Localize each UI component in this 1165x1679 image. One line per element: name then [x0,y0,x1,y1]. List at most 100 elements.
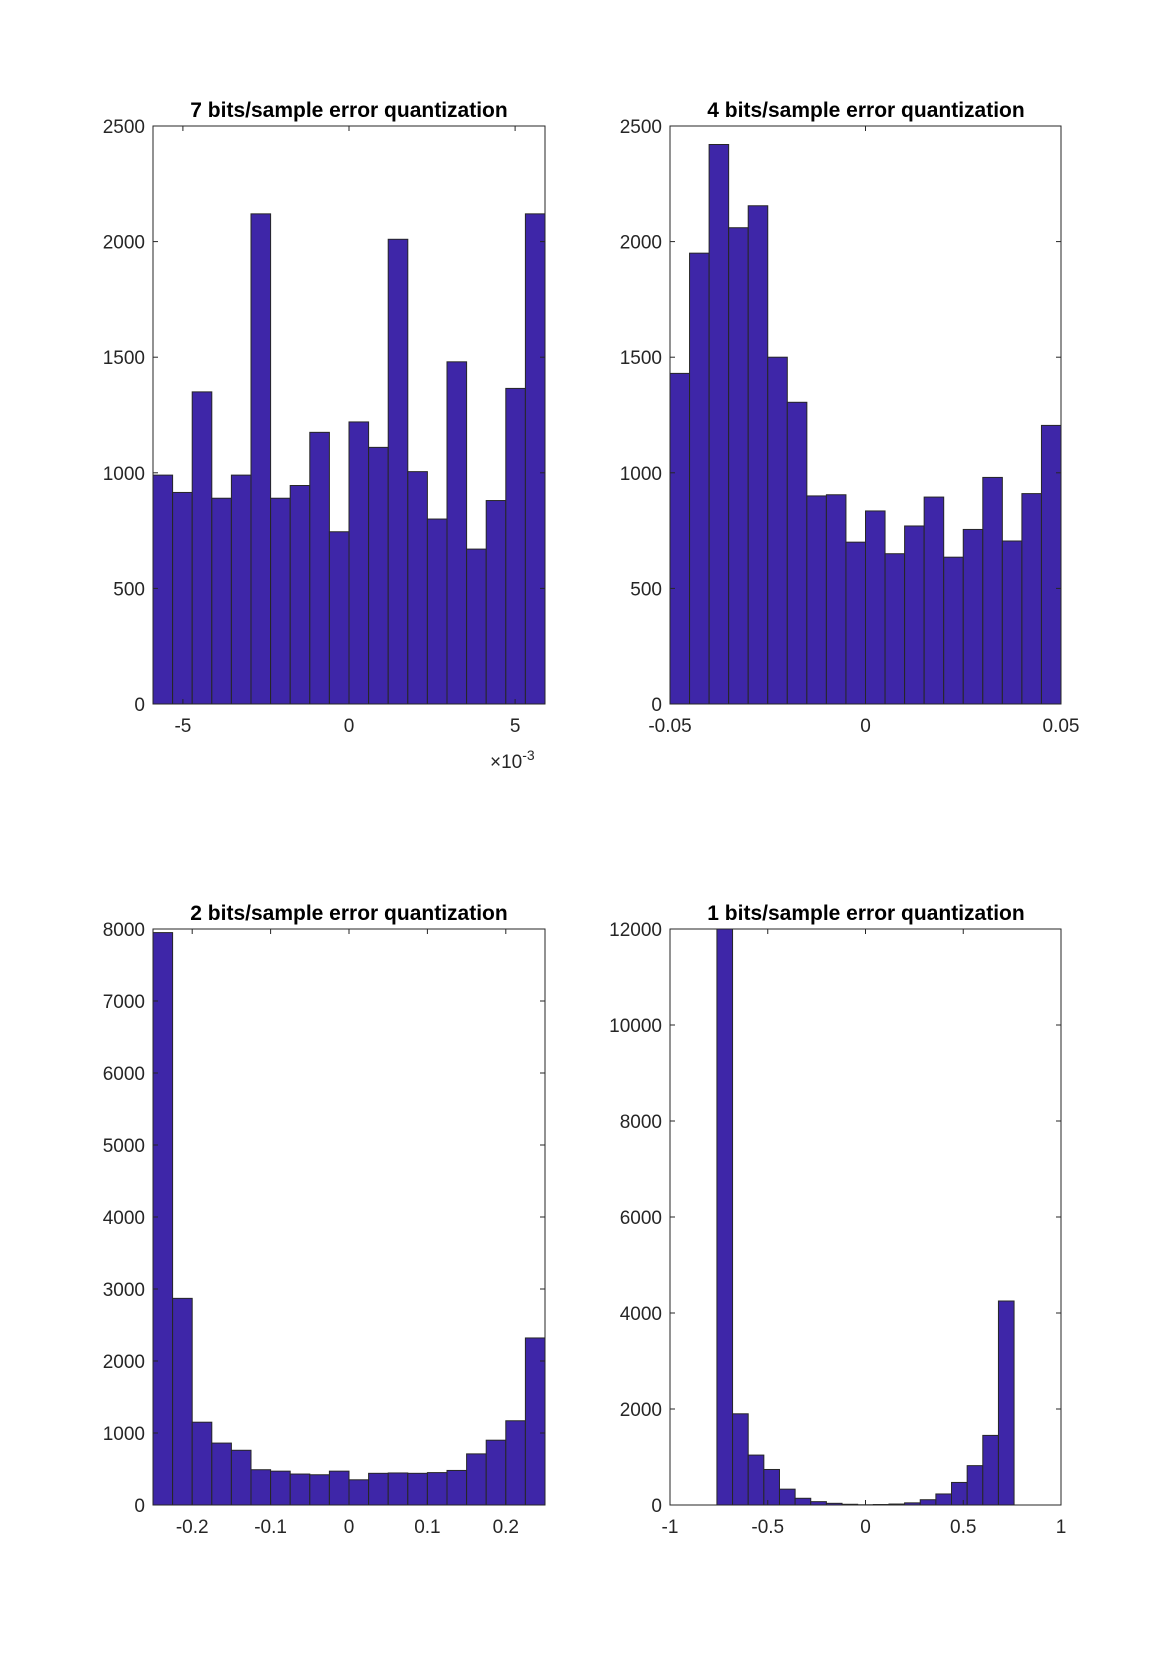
y-tick-label: 2000 [103,1352,145,1373]
y-tick-label: 0 [134,695,145,716]
histogram-bar [951,1481,968,1506]
histogram-bar [1021,493,1042,705]
y-tick-labels: 0 1000 2000 3000 4000 5000 6000 7000 8000 [103,920,145,1517]
histogram-bar [230,1449,252,1506]
histogram-bar [348,421,370,705]
y-tick-label: 1000 [620,464,662,485]
histogram-bar [407,1472,428,1506]
x-tick-labels: -0.2 -0.1 0 0.1 0.2 [176,1517,519,1538]
histogram-bar [289,1473,311,1506]
histogram-bar [466,548,487,705]
y-tick-label: 10000 [609,1016,662,1037]
histogram-bar [982,1434,999,1506]
y-tick-labels: 0 500 1000 1500 2000 2500 [103,117,145,716]
histogram-bar [211,497,232,705]
histogram-bar [689,252,710,705]
histogram-bar [289,485,311,705]
histogram-bar [485,1439,507,1506]
bar-series [152,213,546,705]
y-tick-label: 500 [630,579,662,600]
histogram-bar [309,1474,330,1506]
subplot-7bits: 7 bits/sample error quantization 0 500 100… [103,99,546,773]
x-tick-label: 5 [510,716,521,737]
histogram-bar [923,496,945,705]
chart-title: 2 bits/sample error quantization [190,902,507,925]
histogram-bar [505,387,526,705]
y-tick-label: 6000 [620,1208,662,1229]
x-tick-label: -1 [662,1517,679,1538]
axes-box [152,928,546,1506]
chart-title: 1 bits/sample error quantization [707,902,1024,925]
y-tick-label: 12000 [609,920,662,941]
x-tick-label: 0.2 [493,1517,519,1538]
x-tick-labels: -5 0 5 [174,716,520,737]
histogram-bar [825,494,847,705]
histogram-bar [524,213,546,705]
histogram-bar [767,356,788,705]
histogram-bar [669,372,691,705]
histogram-bar [230,474,252,705]
histogram-bar [152,474,174,705]
bar-series [716,928,1015,1506]
histogram-bar [485,500,507,705]
y-tick-label: 8000 [620,1112,662,1133]
histogram-bar [446,1469,468,1506]
subplot-1bits: 1 bits/sample error quantization 0 2000 40… [609,902,1066,1538]
histogram-bar [172,1297,193,1506]
histogram-bar [1040,424,1062,705]
histogram-bar [716,928,734,1506]
y-tick-label: 4000 [620,1304,662,1325]
x-tick-label: 0 [860,716,871,737]
histogram-bar [250,213,272,705]
y-tick-label: 2000 [620,233,662,254]
histogram-bar [1001,540,1023,705]
x-tick-label: 0 [344,1517,355,1538]
histogram-bar [270,497,291,705]
x-tick-labels: -0.05 0 0.05 [648,716,1079,737]
subplot-2bits: 2 bits/sample error quantization 0 1000 20… [103,902,546,1538]
axes-box [669,125,1062,705]
histogram-bar [348,1479,370,1506]
y-tick-label: 500 [113,579,145,600]
bar-series [669,143,1062,705]
y-tick-label: 2500 [103,117,145,138]
axes-box [152,125,546,705]
histogram-bar [211,1442,232,1506]
histogram-bar [747,205,769,705]
y-tick-label: 0 [651,695,662,716]
y-tick-label: 6000 [103,1064,145,1085]
histogram-bar [962,528,984,705]
histogram-bar [966,1465,984,1506]
histogram-bar [904,525,925,705]
histogram-bar [466,1453,487,1506]
histogram-bar [407,471,428,705]
histogram-bar [426,1472,448,1506]
histogram-bar [524,1337,546,1506]
histogram-bar [943,556,964,705]
x-tick-label: -0.1 [254,1517,287,1538]
x-tick-label: 0.1 [414,1517,440,1538]
y-tick-labels: 0 500 1000 1500 2000 2500 [620,117,662,716]
x-tick-label: 0 [860,1517,871,1538]
x-tick-label: 0.05 [1043,716,1080,737]
histogram-bar [997,1300,1015,1506]
histogram-bar [982,476,1003,705]
x-tick-label: -0.5 [751,1517,784,1538]
x-exponent-base: ×10 [490,752,522,773]
x-tick-label: 0.5 [950,1517,976,1538]
x-exponent-label: ×10-3 [490,747,535,773]
y-tick-label: 4000 [103,1208,145,1229]
histogram-bar [152,932,174,1506]
chart-title: 4 bits/sample error quantization [707,99,1024,122]
subplot-4bits: 4 bits/sample error quantization 0 500 100… [620,99,1080,737]
histogram-bar [732,1413,749,1506]
x-tick-label: -0.2 [176,1517,209,1538]
histogram-bar [446,361,468,705]
histogram-bar [810,1501,827,1506]
x-tick-labels: -1 -0.5 0 0.5 1 [662,1517,1067,1538]
y-tick-labels: 0 2000 4000 6000 8000 10000 12000 [609,920,662,1517]
y-tick-label: 3000 [103,1280,145,1301]
histogram-bar [309,431,330,705]
